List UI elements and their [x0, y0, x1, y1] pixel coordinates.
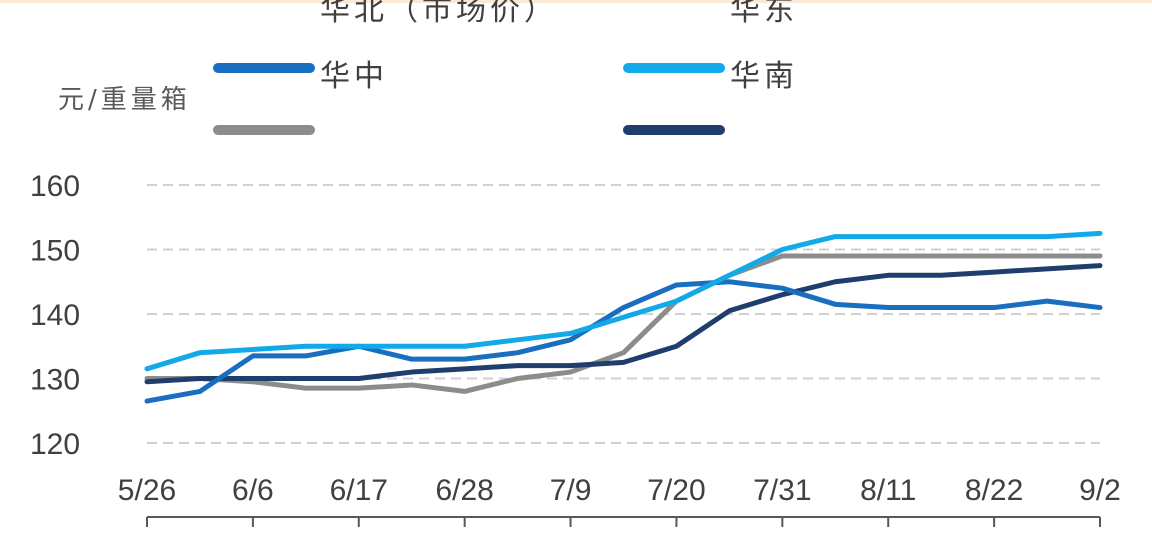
legend-label: 华东: [730, 0, 798, 28]
x-tick-label: 7/9: [550, 474, 592, 507]
y-axis-label: 元/重量箱: [58, 85, 191, 115]
y-tick-label: 120: [30, 428, 80, 461]
x-tick-label: 5/26: [118, 474, 176, 507]
x-tick-label: 8/11: [860, 474, 916, 507]
series-line: [144, 263, 1103, 385]
legend-label: 华中: [320, 59, 388, 94]
series-line: [144, 230, 1103, 372]
top-border: [0, 0, 1152, 3]
x-tick-label: 6/6: [232, 474, 274, 507]
y-tick-label: 140: [30, 299, 80, 332]
x-tick-label: 9/2: [1079, 474, 1121, 507]
y-tick-label: 150: [30, 235, 80, 268]
series-line: [144, 253, 1103, 394]
legend-label: 华北（市场价）: [320, 0, 558, 28]
legend-label: 华南: [730, 59, 798, 94]
series-line: [144, 279, 1103, 404]
x-tick-label: 8/22: [965, 474, 1023, 507]
x-tick-label: 6/17: [330, 474, 388, 507]
x-tick-label: 7/31: [753, 474, 811, 507]
x-tick-label: 7/20: [647, 474, 705, 507]
y-tick-label: 160: [30, 170, 80, 203]
y-tick-label: 130: [30, 364, 80, 397]
x-tick-label: 6/28: [435, 474, 493, 507]
